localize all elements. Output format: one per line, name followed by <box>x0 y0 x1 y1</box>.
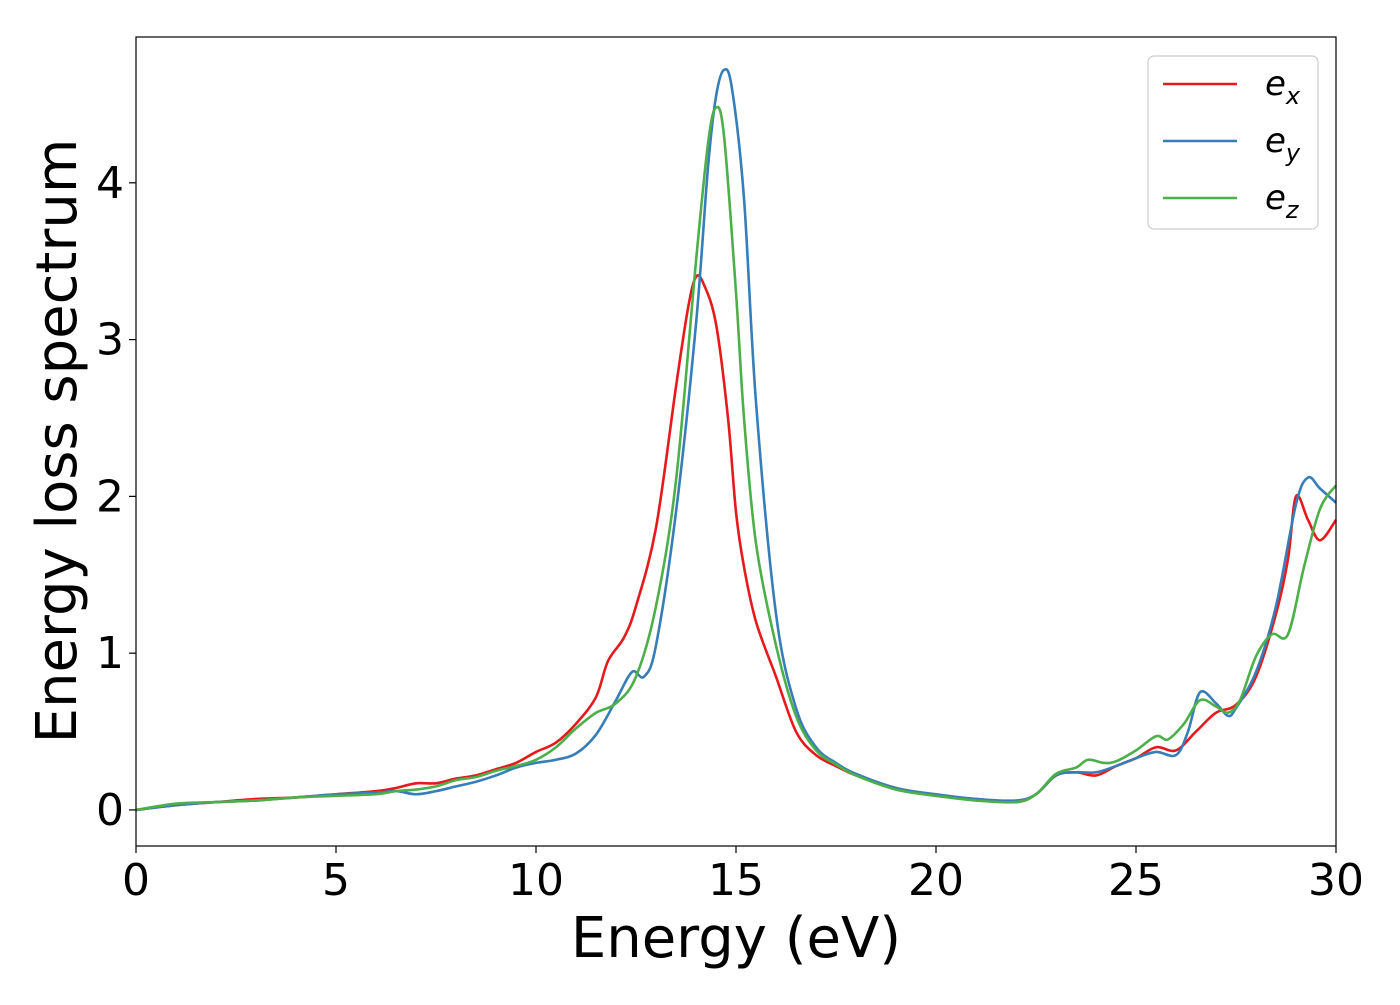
x-tick-label: 0 <box>122 855 150 906</box>
y-tick-label: 0 <box>96 785 124 836</box>
x-tick-label: 20 <box>908 855 964 906</box>
legend-box <box>1147 55 1319 230</box>
x-tick-label: 30 <box>1308 855 1364 906</box>
series-line-y <box>135 68 1337 812</box>
y-tick-label: 4 <box>96 158 124 209</box>
x-tick-label: 5 <box>322 855 350 906</box>
series-layer <box>135 68 1338 812</box>
y-tick-label: 1 <box>96 628 124 679</box>
y-axis: 0 1 2 3 4 <box>96 158 136 836</box>
series-line-z <box>135 105 1338 812</box>
y-axis-title: Energy loss spectrum <box>25 139 90 744</box>
x-axis-title: Energy (eV) <box>571 906 901 971</box>
x-tick-label: 15 <box>708 855 764 906</box>
x-tick-label: 10 <box>508 855 564 906</box>
x-axis: 0 5 10 15 20 25 30 <box>122 846 1364 906</box>
x-tick-label: 25 <box>1108 855 1164 906</box>
y-tick-label: 3 <box>96 315 124 366</box>
y-tick-label: 2 <box>96 471 124 522</box>
plot-background <box>136 37 1336 846</box>
